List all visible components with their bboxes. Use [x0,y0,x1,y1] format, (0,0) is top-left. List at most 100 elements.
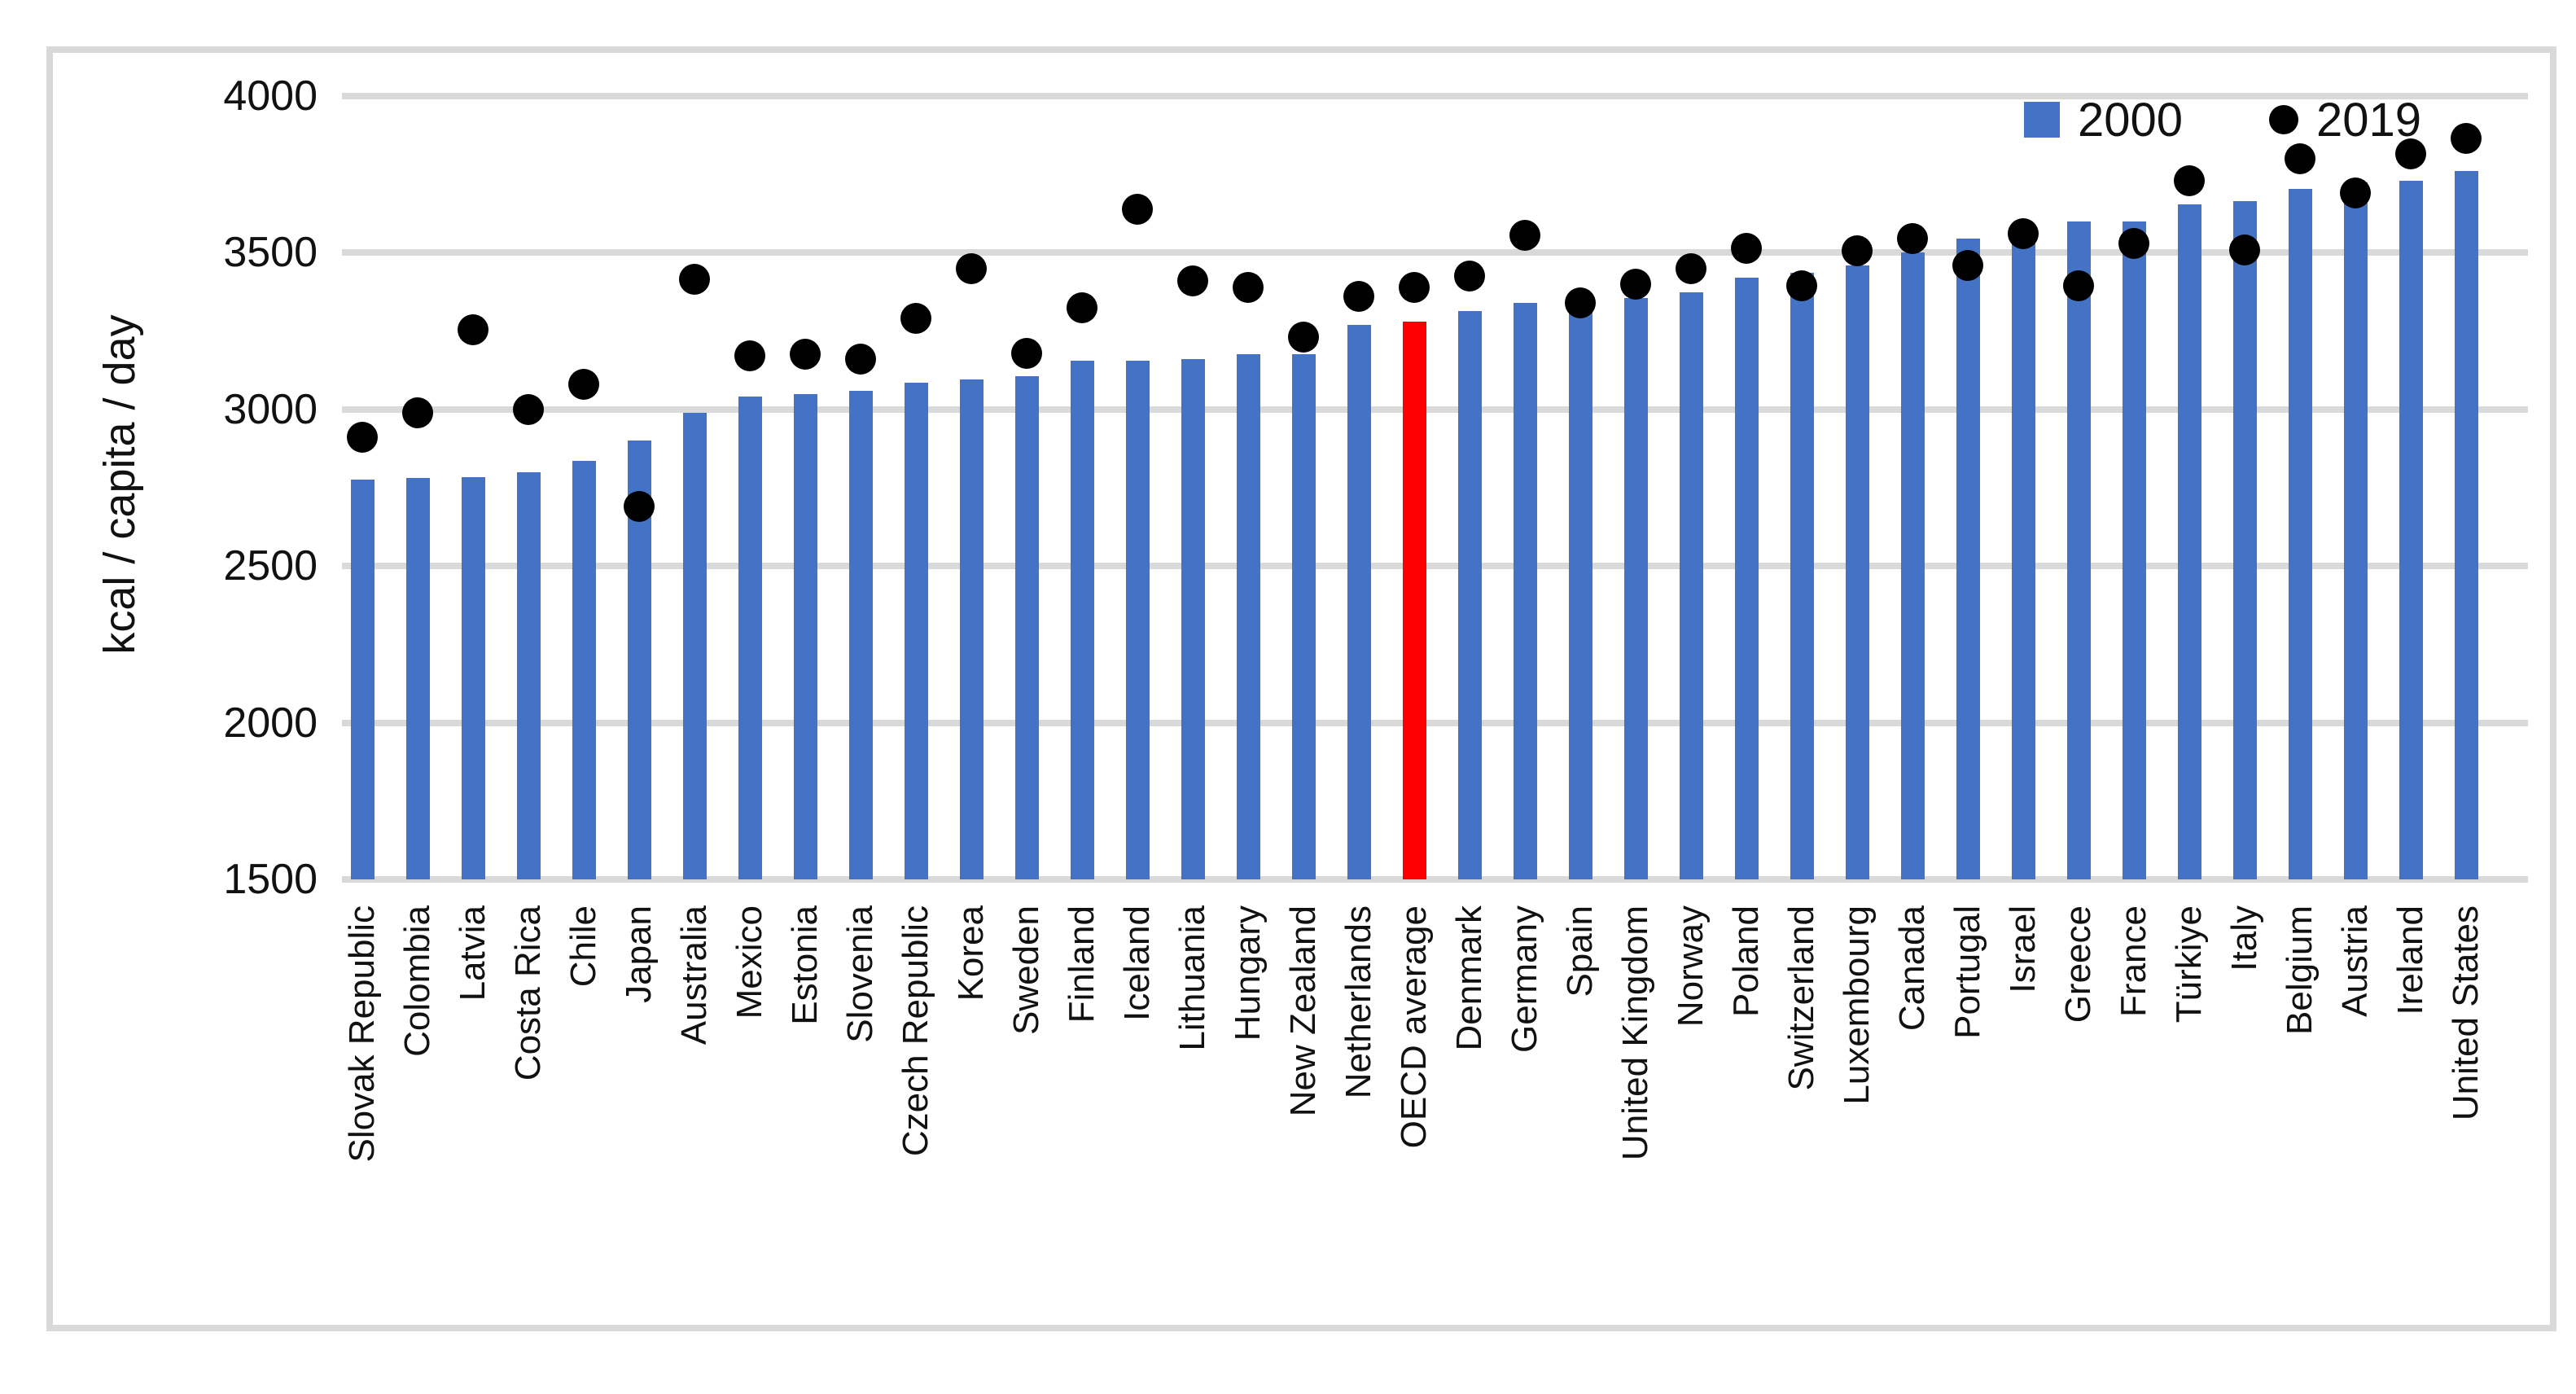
bar-2000-germany [1514,303,1537,879]
dot-2019-switzerland [1786,270,1817,301]
bar-2000-switzerland [1790,273,1814,879]
bar-2000-slovak-republic [351,480,375,879]
bar-2000-poland [1735,278,1759,879]
bar-2000-united-kingdom [1624,298,1648,879]
bar-2000-czech-republic [905,383,928,879]
x-axis-label: Canada [1892,905,1932,1032]
x-axis-label: Italy [2224,905,2264,971]
bar-2000-denmark [1458,311,1482,879]
dot-2019-israel [2008,218,2039,249]
x-axis-label: New Zealand [1283,905,1323,1117]
dot-2019-czech-republic [900,303,931,334]
x-axis-label: Germany [1505,905,1544,1053]
dot-2019-costa-rica [513,394,544,425]
bar-2000-belgium [2289,189,2312,879]
dot-2019-belgium [2285,143,2315,174]
bar-2000-mexico [738,397,762,879]
gridline-3000 [342,406,2528,413]
bar-2000-united-states [2455,171,2478,879]
x-axis-label: Spain [1560,905,1600,997]
dot-2019-germany [1509,220,1540,251]
x-axis-label: OECD average [1394,905,1434,1149]
x-axis-label: Costa Rica [508,905,548,1081]
bar-2000-colombia [406,478,430,879]
dot-2019-sweden [1011,338,1042,369]
dot-2019-oecd-average [1399,272,1430,303]
y-tick-label: 4000 [223,72,318,120]
bar-2000-oecd-average [1403,322,1426,879]
x-axis-label: Hungary [1228,905,1268,1041]
x-axis-label: Mexico [729,905,769,1019]
x-axis-label: Colombia [397,905,437,1057]
legend-item-2019: 2019 [2269,89,2421,151]
dot-2019-canada [1897,223,1928,254]
dot-2019-austria [2340,178,2371,208]
bar-2000-lithuania [1181,359,1205,879]
x-axis-label: Poland [1726,905,1766,1018]
x-axis-label: Finland [1062,905,1102,1024]
gridline-2500 [342,563,2528,569]
x-axis-label: France [2114,905,2153,1017]
x-axis-label: Switzerland [1781,905,1821,1091]
square-icon [2024,102,2060,138]
x-axis-label: Australia [674,905,714,1046]
dot-2019-portugal [1952,250,1983,281]
bar-2000-ireland [2399,181,2423,879]
x-axis-label: Slovenia [840,905,880,1043]
x-axis-label: Denmark [1449,905,1489,1051]
bar-2000-estonia [794,394,817,879]
gridline-3500 [342,249,2528,256]
x-axis-label: Czech Republic [896,905,935,1157]
dot-2019-poland [1731,233,1762,264]
x-axis-label: United Kingdom [1615,905,1655,1161]
x-axis-label: Japan [619,905,659,1003]
bar-2000-netherlands [1347,325,1371,879]
y-tick-label: 3000 [223,386,318,433]
bar-2000-latvia [462,477,485,879]
bar-2000-israel [2012,237,2035,879]
x-axis-label: Norway [1671,905,1711,1028]
x-axis-label: Türkiye [2169,905,2209,1024]
legend-label-2000: 2000 [2078,93,2184,147]
bar-2000-sweden [1015,376,1039,879]
dot-2019-united-states [2451,123,2482,154]
dot-2019-chile [568,369,599,400]
bar-2000-costa-rica [517,472,541,879]
dot-2019-greece [2063,270,2094,301]
bar-2000-türkiye [2178,204,2201,879]
dot-2019-new-zealand [1288,322,1319,353]
dot-2019-finland [1067,292,1097,323]
dot-2019-slovenia [845,344,876,375]
dot-2019-colombia [402,397,433,428]
bar-2000-canada [1901,252,1925,879]
x-axis-label: Lithuania [1172,905,1212,1051]
bar-2000-slovenia [849,391,873,879]
bar-2000-australia [683,413,707,879]
dot-2019-australia [679,264,710,295]
bar-2000-spain [1569,308,1592,879]
x-axis-label: Austria [2335,905,2375,1017]
x-axis-label: United States [2446,905,2486,1121]
legend-label-2019: 2019 [2316,93,2422,147]
bar-2000-iceland [1126,361,1150,879]
dot-2019-france [2118,228,2149,259]
x-axis-label: Sweden [1006,905,1046,1036]
bar-2000-new-zealand [1292,354,1316,879]
bar-2000-austria [2344,182,2368,879]
dot-2019-norway [1676,253,1706,284]
dot-2019-hungary [1233,272,1264,303]
x-axis-label: Estonia [785,905,825,1025]
dot-2019-estonia [790,339,821,370]
y-tick-label: 2000 [223,699,318,747]
legend-item-2000: 2000 [2024,89,2183,151]
x-axis-label: Iceland [1117,905,1157,1021]
y-tick-label: 1500 [223,856,318,903]
bar-2000-norway [1680,292,1703,879]
bar-2000-hungary [1237,354,1260,879]
dot-2019-lithuania [1177,265,1208,296]
x-axis-label: Portugal [1947,905,1987,1039]
dot-2019-japan [624,491,655,522]
gridline-1500 [342,876,2528,883]
bar-2000-luxembourg [1846,265,1869,879]
dot-2019-united-kingdom [1620,269,1651,300]
